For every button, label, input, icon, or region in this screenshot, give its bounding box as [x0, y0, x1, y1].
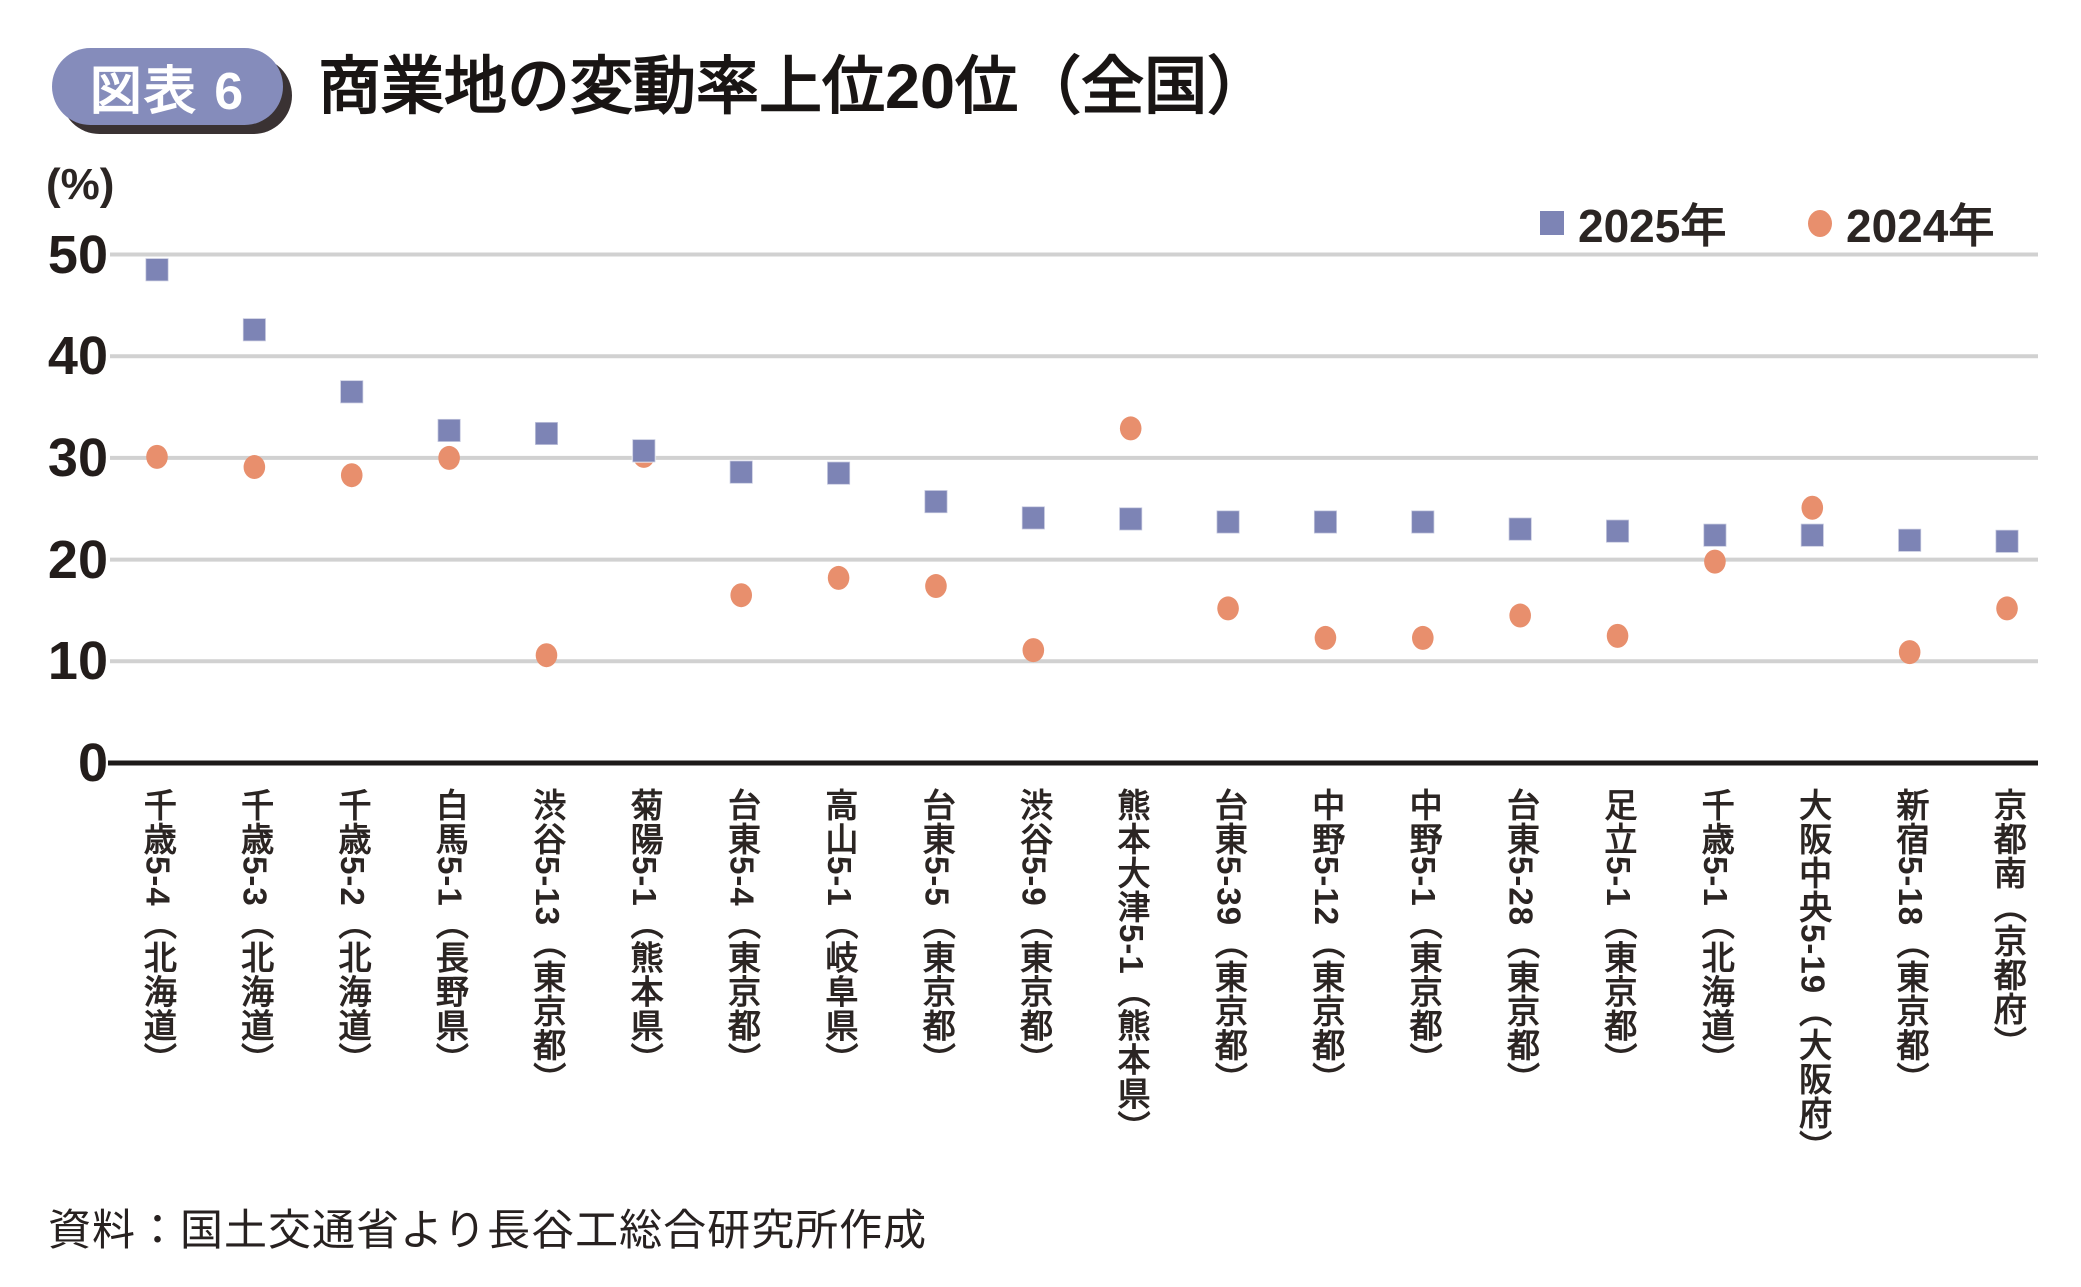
y-tick-label-40: 40 [47, 326, 108, 387]
legend-label-2024: 2024年 [1846, 200, 1995, 252]
x-category-label-9: 台東5-5（東京都） [918, 788, 956, 1077]
x-category-label-5: 渋谷5-13（東京都） [528, 788, 566, 1097]
data-point-2024-18 [1801, 495, 1824, 520]
data-point-2024-9 [925, 574, 947, 599]
data-point-2024-20 [1996, 596, 2018, 621]
data-point-2025-4 [436, 418, 462, 443]
chart-title: 商業地の変動率上位20位（全国） [318, 52, 1271, 122]
data-point-2024-13 [1314, 625, 1337, 650]
data-point-2025-2 [242, 317, 267, 343]
x-category-label-16: 足立5-1（東京都） [1599, 788, 1637, 1077]
data-point-2024-8 [827, 565, 850, 590]
data-point-2024-2 [243, 455, 266, 480]
x-category-label-18: 大阪中央5-19（大阪府） [1794, 788, 1832, 1165]
x-category-label-7: 台東5-4（東京都） [723, 788, 761, 1077]
y-tick-label-10: 10 [47, 631, 108, 692]
x-category-label-13: 中野5-12（東京都） [1307, 788, 1345, 1097]
data-point-2025-19 [1897, 528, 1922, 553]
data-point-2024-12 [1217, 596, 1239, 621]
data-point-2025-15 [1507, 516, 1533, 542]
x-category-label-4: 白馬5-1（長野県） [431, 788, 469, 1077]
data-point-2024-16 [1606, 623, 1629, 648]
data-point-2025-7 [728, 459, 754, 485]
y-tick-label-0: 0 [77, 733, 108, 793]
data-point-2025-3 [339, 379, 364, 405]
legend-item-2024: 2024年 [1808, 198, 1994, 252]
x-category-label-6: 菊陽5-1（熊本県） [626, 788, 664, 1077]
x-category-label-10: 渋谷5-9（東京都） [1015, 788, 1053, 1077]
data-point-2025-5 [534, 421, 559, 446]
data-point-2024-11 [1119, 416, 1142, 441]
legend-item-2025: 2025年 [1540, 198, 1726, 252]
x-category-label-8: 高山5-1（岐阜県） [820, 788, 858, 1077]
x-category-label-17: 千歳5-1（北海道） [1697, 788, 1735, 1077]
data-point-2024-19 [1898, 640, 1921, 665]
data-point-2025-14 [1410, 509, 1436, 535]
data-point-2025-1 [144, 257, 170, 283]
data-point-2025-13 [1313, 509, 1338, 535]
data-point-2025-18 [1800, 522, 1825, 548]
x-category-label-15: 台東5-28（東京都） [1502, 788, 1540, 1097]
data-point-2024-10 [1022, 638, 1045, 663]
x-category-label-19: 新宿5-18（東京都） [1891, 788, 1929, 1097]
data-point-2024-4 [438, 445, 460, 470]
data-point-2024-7 [730, 583, 753, 608]
data-point-2025-20 [1994, 529, 2020, 554]
data-point-2024-5 [535, 643, 558, 668]
y-tick-label-50: 50 [47, 224, 108, 285]
x-category-label-14: 中野5-1（東京都） [1405, 788, 1443, 1077]
data-point-2024-14 [1412, 625, 1434, 650]
x-category-label-11: 熊本大津5-1（熊本県） [1113, 788, 1151, 1145]
x-category-label-1: 千歳5-4（北海道） [139, 788, 177, 1077]
data-point-2025-8 [826, 460, 851, 486]
data-point-2024-15 [1509, 603, 1531, 628]
data-point-2025-11 [1118, 506, 1143, 532]
data-point-2025-17 [1702, 522, 1728, 548]
data-point-2025-9 [923, 489, 949, 514]
data-point-2025-6 [631, 438, 657, 464]
y-tick-label-20: 20 [47, 529, 108, 590]
data-point-2025-10 [1021, 505, 1046, 531]
data-point-2024-17 [1704, 549, 1726, 574]
figure-number-badge: 図表 6 [52, 48, 283, 125]
data-point-2024-3 [340, 463, 363, 488]
x-category-label-12: 台東5-39（東京都） [1210, 788, 1248, 1097]
data-point-2025-12 [1215, 509, 1241, 535]
legend-label-2025: 2025年 [1578, 200, 1727, 252]
source-note: 資料：国土交通省より長谷工総合研究所作成 [48, 1207, 928, 1255]
x-category-label-2: 千歳5-3（北海道） [236, 788, 274, 1077]
x-category-label-20: 京都南（京都府） [1989, 788, 2027, 1060]
data-point-2025-16 [1605, 518, 1630, 544]
figure-number-label: 図表 6 [89, 63, 246, 121]
y-tick-label-30: 30 [47, 427, 108, 488]
x-category-label-3: 千歳5-2（北海道） [334, 788, 372, 1077]
y-axis-unit-label: (%) [46, 160, 115, 209]
data-point-2024-1 [146, 444, 168, 469]
legend-square-swatch-2025 [1540, 211, 1564, 235]
legend-circle-swatch-2024 [1808, 209, 1832, 237]
